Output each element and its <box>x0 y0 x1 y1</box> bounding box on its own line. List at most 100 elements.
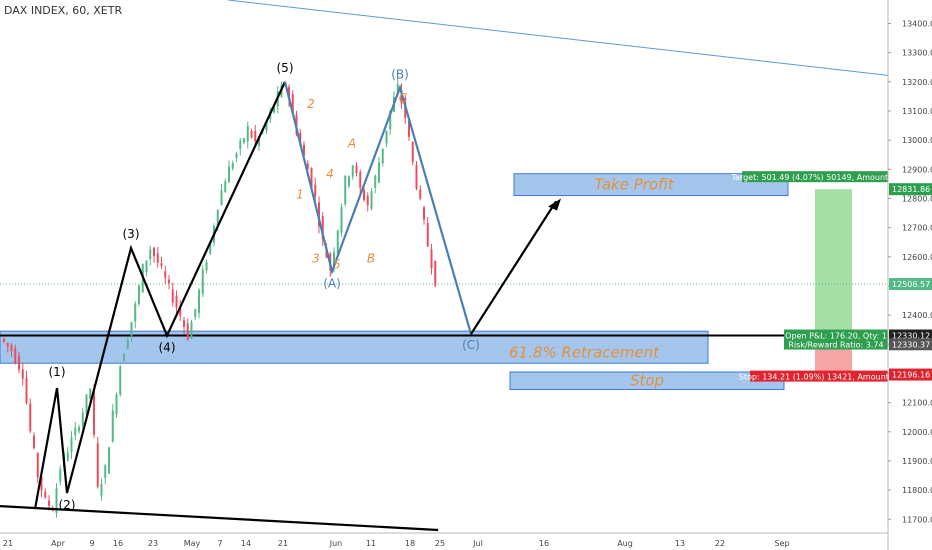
candle-body <box>168 279 170 284</box>
price-tick-label: 12600.00 <box>902 253 932 262</box>
subwave-label: C <box>399 91 408 105</box>
candle-body <box>194 309 197 318</box>
ticker-title: DAX INDEX, 60, XETR <box>4 4 123 17</box>
correction-wave-label: (A) <box>323 276 341 290</box>
price-tick-label: 12400.00 <box>902 311 932 320</box>
candle-body <box>186 323 189 340</box>
date-tick-label: Aug <box>617 539 633 548</box>
price-tick-label: 12900.00 <box>902 165 932 174</box>
candle-body <box>201 269 204 295</box>
projection-arrow-head <box>548 198 561 211</box>
subwave-label: B <box>367 252 375 266</box>
date-tick-label: Apr <box>51 539 66 548</box>
correction-wave-label: (B) <box>391 68 409 82</box>
candle-body <box>415 164 418 189</box>
candle-body <box>21 369 24 379</box>
impulse-wave-label: (4) <box>159 341 176 355</box>
candle-body <box>36 453 39 478</box>
date-tick-label: Sep <box>774 539 789 548</box>
candle-body <box>314 184 317 197</box>
candle-body <box>408 120 410 137</box>
price-tick-label: 11800.00 <box>902 486 932 495</box>
target-label-bg <box>742 171 888 183</box>
candle-body <box>44 491 47 498</box>
candle-body <box>348 176 350 186</box>
candle-body <box>40 477 43 491</box>
date-tick-label: 18 <box>405 539 415 548</box>
date-tick-label: 11 <box>366 539 376 548</box>
candle-body <box>385 130 388 144</box>
date-tick-label: 16 <box>113 539 123 548</box>
candle-body <box>228 166 230 183</box>
candle-body <box>359 172 362 188</box>
candle-body <box>355 165 358 173</box>
entry-price2-tag: 12330.37 <box>892 340 930 349</box>
candle-body <box>336 230 339 254</box>
candle-body <box>29 403 32 432</box>
candle-body <box>126 340 129 349</box>
candle-body <box>134 303 137 322</box>
candle-body <box>434 260 437 286</box>
date-tick-label: 9 <box>89 539 94 548</box>
subwave-label: 1 <box>296 187 304 201</box>
candle-body <box>423 207 425 220</box>
impulse-wave-label: (1) <box>49 365 66 379</box>
candle-body <box>59 468 62 482</box>
date-tick-label: 21 <box>278 539 288 548</box>
date-tick-label: 21 <box>3 539 13 548</box>
price-tick-label: 13300.00 <box>902 49 932 58</box>
stop-price-tag-bg <box>889 368 932 381</box>
price-tick-label: 13000.00 <box>902 136 932 145</box>
candle-body <box>246 125 249 142</box>
candle-body <box>381 148 384 164</box>
retracement-label: 61.8% Retracement <box>509 343 660 361</box>
impulse-wave-label: (2) <box>59 498 76 512</box>
candle-body <box>119 366 122 395</box>
candle-body <box>243 138 245 143</box>
entry-price-tag: 12330.12 <box>892 331 930 340</box>
candle-body <box>209 241 212 254</box>
candle-body <box>25 377 28 404</box>
candle-body <box>70 437 73 452</box>
last-price-tag: 12506.57 <box>892 280 930 289</box>
stop-loss-label-bg <box>750 370 888 382</box>
candle-body <box>411 141 414 162</box>
candle-body <box>239 140 242 149</box>
candle-body <box>231 163 234 169</box>
candle-body <box>85 394 88 415</box>
candle-body <box>145 260 148 273</box>
stop-loss-label: Stop: 134.21 (1.09%) 13421, Amount: 9 <box>739 373 899 382</box>
candle-body <box>333 252 335 268</box>
candle-body <box>96 443 99 487</box>
candle-body <box>3 338 5 342</box>
price-axis[interactable]: 13400.00 13300.00 13200.00 13100.00 13000.00… <box>887 0 932 550</box>
candle-body <box>310 167 313 189</box>
last-price-tag-bg <box>889 278 932 291</box>
time-axis[interactable]: 21 Apr 9 16 23 May 7 14 21 Jun 11 18 25 Jul 16 Aug 13 22 S… <box>0 532 888 548</box>
candle-body <box>224 181 227 193</box>
candle-body <box>303 144 305 156</box>
date-tick-label: May <box>184 539 201 548</box>
candle-body <box>216 209 219 226</box>
resistance-trendline <box>227 0 889 76</box>
take-profit-label: Take Profit <box>594 175 675 193</box>
impulse-wave-label: (3) <box>123 227 140 241</box>
candle-body <box>306 163 309 170</box>
candle-body <box>66 452 69 461</box>
wave-lines <box>0 0 889 532</box>
candle-body <box>81 412 84 425</box>
candle-body <box>273 106 275 113</box>
candle-body <box>156 253 159 263</box>
candle-body <box>205 262 208 271</box>
candle-body <box>426 223 429 247</box>
entry-price2-tag-bg <box>889 338 932 351</box>
candle-body <box>179 306 182 316</box>
impulse-wave <box>33 81 286 510</box>
date-tick-label: 7 <box>217 539 222 548</box>
price-tick-label: 13200.00 <box>902 78 932 87</box>
candle-body <box>164 271 167 278</box>
candle-body <box>190 322 193 340</box>
profit-box <box>815 189 852 336</box>
date-tick-label: 25 <box>435 539 445 548</box>
